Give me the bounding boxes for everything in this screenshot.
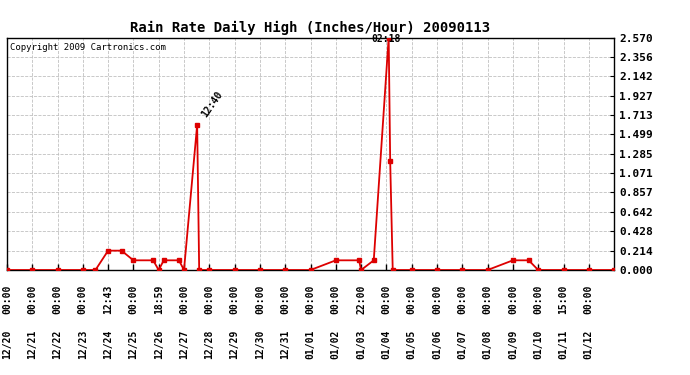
Text: 12/26: 12/26: [154, 330, 164, 359]
Text: 00:00: 00:00: [27, 285, 37, 314]
Text: 01/07: 01/07: [457, 330, 467, 359]
Text: 18:59: 18:59: [154, 285, 164, 314]
Text: 00:00: 00:00: [533, 285, 543, 314]
Text: 01/11: 01/11: [558, 330, 569, 359]
Title: Rain Rate Daily High (Inches/Hour) 20090113: Rain Rate Daily High (Inches/Hour) 20090…: [130, 21, 491, 35]
Text: 12/23: 12/23: [78, 330, 88, 359]
Text: 00:00: 00:00: [52, 285, 63, 314]
Text: 12/28: 12/28: [204, 330, 215, 359]
Text: 00:00: 00:00: [331, 285, 341, 314]
Text: 22:00: 22:00: [356, 285, 366, 314]
Text: 01/05: 01/05: [406, 330, 417, 359]
Text: 01/09: 01/09: [508, 330, 518, 359]
Text: 00:00: 00:00: [78, 285, 88, 314]
Text: 12/21: 12/21: [27, 330, 37, 359]
Text: 00:00: 00:00: [482, 285, 493, 314]
Text: 00:00: 00:00: [382, 285, 391, 314]
Text: 01/01: 01/01: [306, 330, 315, 359]
Text: 00:00: 00:00: [128, 285, 139, 314]
Text: 12/25: 12/25: [128, 330, 139, 359]
Text: 01/04: 01/04: [382, 330, 391, 359]
Text: 00:00: 00:00: [406, 285, 417, 314]
Text: 12/30: 12/30: [255, 330, 265, 359]
Text: 00:00: 00:00: [508, 285, 518, 314]
Text: 12/29: 12/29: [230, 330, 239, 359]
Text: 12/24: 12/24: [103, 330, 113, 359]
Text: 01/02: 01/02: [331, 330, 341, 359]
Text: 01/12: 01/12: [584, 330, 594, 359]
Text: 01/10: 01/10: [533, 330, 543, 359]
Text: 00:00: 00:00: [280, 285, 290, 314]
Text: 00:00: 00:00: [2, 285, 12, 314]
Text: 12:43: 12:43: [103, 285, 113, 314]
Text: 00:00: 00:00: [306, 285, 315, 314]
Text: 00:00: 00:00: [179, 285, 189, 314]
Text: 00:00: 00:00: [255, 285, 265, 314]
Text: 12/27: 12/27: [179, 330, 189, 359]
Text: 00:00: 00:00: [432, 285, 442, 314]
Text: 01/08: 01/08: [482, 330, 493, 359]
Text: 12/20: 12/20: [2, 330, 12, 359]
Text: 00:00: 00:00: [457, 285, 467, 314]
Text: 01/06: 01/06: [432, 330, 442, 359]
Text: 12:40: 12:40: [199, 90, 225, 120]
Text: 00:00: 00:00: [584, 285, 594, 314]
Text: 00:00: 00:00: [230, 285, 239, 314]
Text: 00:00: 00:00: [204, 285, 215, 314]
Text: 02:18: 02:18: [371, 34, 400, 44]
Text: Copyright 2009 Cartronics.com: Copyright 2009 Cartronics.com: [10, 44, 166, 52]
Text: 12/31: 12/31: [280, 330, 290, 359]
Text: 01/03: 01/03: [356, 330, 366, 359]
Text: 15:00: 15:00: [558, 285, 569, 314]
Text: 12/22: 12/22: [52, 330, 63, 359]
